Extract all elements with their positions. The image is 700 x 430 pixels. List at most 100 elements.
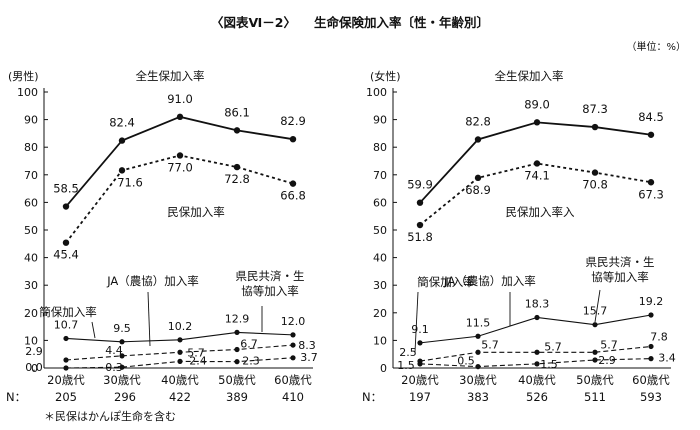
x-tick-label: 40歳代 (518, 373, 556, 387)
data-label: 89.0 (524, 97, 550, 111)
data-point (475, 349, 481, 355)
data-label: 72.8 (224, 172, 250, 186)
n-value: 383 (467, 390, 489, 404)
series-label: 全生保加入率 (136, 69, 205, 83)
data-point (534, 361, 540, 367)
footnote: ＊民保はかんぽ生命を含む (44, 410, 176, 423)
panel-title: (男性) (8, 69, 39, 83)
series-label: 全生保加入率 (495, 69, 564, 83)
data-point (177, 358, 183, 364)
data-point (290, 355, 296, 361)
y-tick-label: 50 (373, 224, 387, 237)
series-label: 民保加入率入 (506, 205, 575, 219)
y-tick-label: 60 (24, 196, 38, 209)
data-label: 9.1 (411, 323, 429, 336)
n-value: 593 (640, 390, 662, 404)
data-point (416, 221, 424, 229)
data-label: 1.5 (397, 359, 415, 372)
data-point (176, 152, 184, 159)
data-point (118, 137, 126, 144)
data-point (233, 127, 241, 134)
y-tick-label: 0 (380, 362, 387, 375)
y-tick-label: 10 (24, 334, 38, 347)
data-label: 5.7 (187, 346, 205, 359)
data-label: 3.7 (300, 351, 318, 364)
data-point (648, 312, 654, 318)
data-label: 84.5 (638, 110, 664, 124)
data-point (62, 239, 70, 246)
data-point (475, 333, 481, 339)
y-tick-label: 40 (24, 252, 38, 265)
n-label: N： (362, 390, 382, 404)
y-tick-label: 10 (373, 334, 387, 347)
data-point (176, 113, 184, 121)
data-label: 82.8 (465, 114, 491, 128)
data-label: 70.8 (582, 178, 608, 192)
series-label: 簡保加入率 (417, 275, 475, 289)
data-point (475, 364, 481, 370)
data-label: 18.3 (525, 297, 550, 310)
data-label: 0.0 (25, 361, 43, 374)
data-label: 5.7 (544, 340, 562, 353)
y-tick-label: 100 (366, 86, 387, 99)
data-point (592, 357, 598, 363)
figure-label: 〈図表Ⅵ－2〉 (211, 15, 296, 30)
x-tick-label: 20歳代 (401, 373, 439, 387)
panel-title: (女性) (370, 69, 401, 83)
n-value: 296 (114, 390, 136, 404)
data-point (647, 131, 655, 138)
data-label: 10.7 (54, 318, 79, 331)
series-label: 簡保加入率 (39, 305, 97, 319)
n-value: 389 (226, 390, 248, 404)
data-label: 11.5 (466, 316, 491, 329)
data-point (534, 349, 540, 355)
data-point (63, 335, 69, 342)
series-label: 県民共済・生 (236, 269, 305, 283)
data-label: 12.0 (281, 315, 306, 328)
data-label: 15.7 (583, 305, 608, 318)
series-line (419, 162, 652, 226)
data-label: 2.9 (25, 345, 43, 358)
data-point (417, 361, 423, 367)
y-tick-label: 0 (31, 362, 38, 375)
data-point (417, 340, 423, 346)
data-point (416, 199, 424, 206)
data-point (648, 356, 654, 362)
data-point (474, 174, 482, 182)
data-label: 19.2 (639, 295, 664, 308)
x-tick-label: 30歳代 (103, 373, 141, 387)
n-value: 422 (169, 390, 191, 404)
leader-line (414, 291, 419, 353)
series-label: 協等加入率 (241, 284, 299, 298)
series-label: JA（農協）加入率 (106, 274, 199, 288)
y-tick-label: 90 (24, 114, 38, 127)
data-point (177, 349, 183, 355)
data-label: 4.4 (105, 344, 123, 357)
data-point (289, 180, 297, 187)
data-label: 45.4 (53, 248, 79, 262)
n-label: N： (6, 390, 26, 404)
y-tick-label: 80 (24, 141, 38, 154)
data-label: 9.5 (113, 322, 131, 335)
y-tick-label: 90 (373, 114, 387, 127)
x-tick-label: 50歳代 (576, 373, 614, 387)
data-label: 2.9 (598, 354, 616, 367)
data-label: 10.2 (168, 320, 193, 333)
n-value: 511 (584, 390, 606, 404)
y-tick-label: 30 (373, 279, 387, 292)
data-label: 51.8 (407, 230, 433, 244)
data-label: 58.5 (53, 182, 79, 196)
data-point (533, 119, 541, 126)
y-tick-label: 100 (17, 86, 38, 99)
x-tick-label: 60歳代 (632, 373, 670, 387)
data-point (289, 135, 297, 143)
data-label: 82.4 (109, 116, 135, 130)
data-label: 2.3 (242, 355, 260, 368)
data-label: 3.4 (658, 352, 676, 365)
data-label: 59.9 (407, 178, 433, 192)
data-point (177, 337, 183, 343)
data-point (647, 179, 655, 186)
data-label: 77.0 (167, 160, 193, 174)
leader-line (91, 321, 96, 339)
